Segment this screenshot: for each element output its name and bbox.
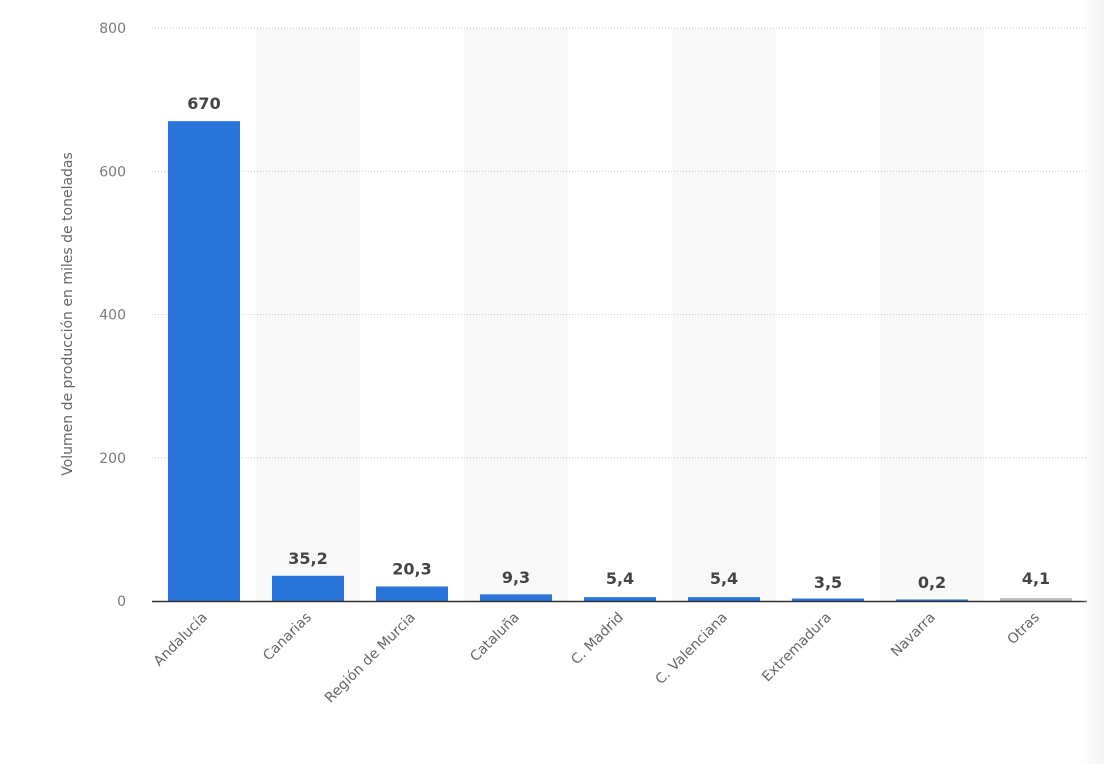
- bar-c-madrid[interactable]: [584, 597, 656, 601]
- value-label: 9,3: [502, 568, 530, 587]
- value-labels: 670 35,2 20,3 9,3 5,4 5,4 3,5 0,2 4,1: [187, 94, 1050, 592]
- bar-andaluc-a[interactable]: [168, 121, 240, 602]
- bar-extremadura[interactable]: [792, 598, 864, 601]
- gridlines: [152, 27, 1088, 459]
- value-label: 4,1: [1022, 569, 1050, 588]
- bar-regi-n-de-murcia[interactable]: [376, 586, 448, 601]
- y-axis-title: Volumen de producción en miles de tonela…: [60, 152, 76, 476]
- bars: [168, 121, 1072, 602]
- x-tick-label: Otras: [1005, 610, 1043, 648]
- x-tick-label: Navarra: [888, 610, 939, 661]
- value-label: 35,2: [288, 549, 327, 568]
- y-tick-label: 800: [99, 21, 126, 37]
- y-tick-label: 200: [99, 451, 126, 467]
- bar-canarias[interactable]: [272, 575, 344, 601]
- value-label: 0,2: [918, 573, 946, 592]
- x-tick-label: Extremadura: [759, 610, 835, 686]
- value-label: 20,3: [392, 559, 431, 578]
- x-tick-label: C. Madrid: [568, 610, 627, 669]
- y-tick-label: 400: [99, 308, 126, 324]
- bar-navarra[interactable]: [896, 599, 968, 602]
- x-tick-label: Región de Murcia: [322, 610, 419, 707]
- x-axis-labels: Andalucía Canarias Región de Murcia Cataluñ…: [151, 610, 1043, 707]
- x-tick-label: Cataluña: [467, 610, 523, 666]
- value-label: 670: [187, 94, 220, 113]
- bar-catalu-a[interactable]: [480, 594, 552, 601]
- value-label: 3,5: [814, 573, 842, 592]
- x-tick-label: C. Valenciana: [653, 610, 731, 688]
- x-tick-label: Andalucía: [151, 610, 211, 670]
- value-label: 5,4: [606, 569, 634, 588]
- y-axis-ticks: 0 200 400 600 800: [99, 21, 126, 610]
- y-tick-label: 600: [99, 164, 126, 180]
- category-band: [672, 28, 776, 601]
- value-label: 5,4: [710, 569, 738, 588]
- bar-otras[interactable]: [1000, 598, 1072, 601]
- right-edge-shadow: [1080, 0, 1104, 764]
- x-tick-label: Canarias: [260, 610, 315, 665]
- y-tick-label: 0: [117, 594, 126, 610]
- bar-c-valenciana[interactable]: [688, 597, 760, 601]
